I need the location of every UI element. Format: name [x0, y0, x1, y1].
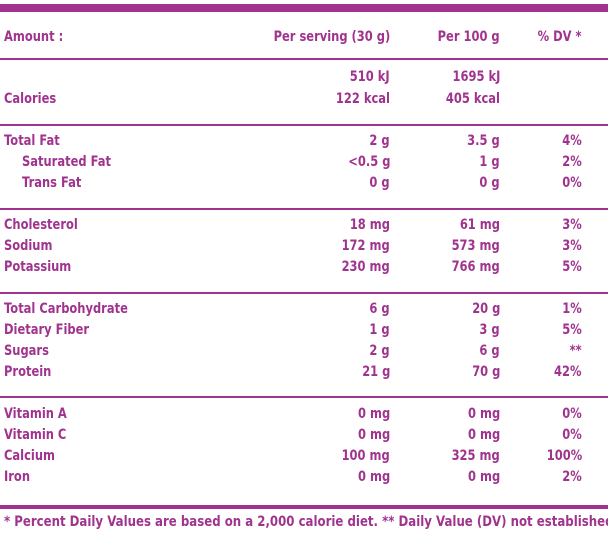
nutrient-row: Iron 0 mg 0 mg 2% [0, 467, 608, 488]
nutrient-label: Potassium [4, 259, 72, 275]
dv-value: 4% [562, 133, 582, 149]
dv-value: ** [569, 343, 582, 359]
dv-value: 3% [562, 217, 582, 233]
group-divider [0, 292, 608, 294]
nutrient-row: Vitamin A 0 mg 0 mg 0% [0, 404, 608, 425]
per-100g-value: 0 mg [467, 469, 500, 485]
per-serving-value: 6 g [369, 301, 390, 317]
per-100g-header: Per 100 g [437, 29, 500, 45]
calories-kcal-row: Calories 122 kcal 405 kcal [0, 89, 608, 110]
calories-serving-kj: 510 kJ [350, 69, 390, 85]
dv-value: 3% [562, 238, 582, 254]
nutrient-row: Saturated Fat <0.5 g 1 g 2% [0, 152, 608, 173]
nutrient-label: Trans Fat [22, 175, 82, 191]
dv-value: 2% [562, 469, 582, 485]
per-100g-value: 573 mg [451, 238, 500, 254]
nutrient-row: Protein 21 g 70 g 42% [0, 362, 608, 383]
nutrient-label: Calcium [4, 448, 55, 464]
per-serving-value: <0.5 g [347, 154, 390, 170]
per-100g-value: 766 mg [451, 259, 500, 275]
per-100g-value: 0 mg [467, 406, 500, 422]
per-serving-value: 0 mg [357, 427, 390, 443]
per-serving-value: 2 g [369, 343, 390, 359]
per-100g-value: 3 g [479, 322, 500, 338]
calories-kj-row: 510 kJ 1695 kJ [0, 67, 608, 88]
nutrient-row: Potassium 230 mg 766 mg 5% [0, 257, 608, 278]
nutrient-label: Sodium [4, 238, 53, 254]
nutrient-label: Vitamin C [4, 427, 67, 443]
per-serving-value: 230 mg [341, 259, 390, 275]
per-serving-value: 21 g [361, 364, 390, 380]
footnote: * Percent Daily Values are based on a 2,… [4, 514, 608, 530]
per-serving-value: 0 g [369, 175, 390, 191]
per-100g-value: 61 mg [459, 217, 500, 233]
per-serving-value: 100 mg [341, 448, 390, 464]
header-divider [0, 58, 608, 60]
per-100g-value: 70 g [471, 364, 500, 380]
per-100g-value: 325 mg [451, 448, 500, 464]
calories-per100-kj: 1695 kJ [452, 69, 500, 85]
nutrient-row: Vitamin C 0 mg 0 mg 0% [0, 425, 608, 446]
nutrient-label: Protein [4, 364, 52, 380]
header-row: Amount : Per serving (30 g) Per 100 g % … [0, 27, 608, 48]
per-serving-value: 0 mg [357, 406, 390, 422]
nutrient-row: Calcium 100 mg 325 mg 100% [0, 446, 608, 467]
per-100g-value: 20 g [471, 301, 500, 317]
per-serving-value: 2 g [369, 133, 390, 149]
group-divider [0, 208, 608, 210]
dv-value: 0% [562, 427, 582, 443]
nutrient-label: Dietary Fiber [4, 322, 90, 338]
per-100g-value: 1 g [479, 154, 500, 170]
nutrient-label: Total Carbohydrate [4, 301, 128, 317]
dv-value: 0% [562, 175, 582, 191]
per-serving-value: 172 mg [341, 238, 390, 254]
calories-label: Calories [4, 91, 57, 107]
nutrient-label: Saturated Fat [22, 154, 111, 170]
nutrient-label: Cholesterol [4, 217, 78, 233]
bottom-bar [0, 505, 608, 509]
nutrient-label: Sugars [4, 343, 49, 359]
amount-header: Amount : [4, 29, 64, 45]
per-serving-value: 18 mg [349, 217, 390, 233]
nutrient-row: Trans Fat 0 g 0 g 0% [0, 173, 608, 194]
nutrient-label: Iron [4, 469, 30, 485]
nutrient-row: Sodium 172 mg 573 mg 3% [0, 236, 608, 257]
nutrient-row: Total Carbohydrate 6 g 20 g 1% [0, 299, 608, 320]
per-serving-value: 1 g [369, 322, 390, 338]
dv-value: 5% [562, 259, 582, 275]
per-serving-value: 0 mg [357, 469, 390, 485]
dv-value: 1% [562, 301, 582, 317]
calories-per100-kcal: 405 kcal [445, 91, 500, 107]
nutrient-row: Cholesterol 18 mg 61 mg 3% [0, 215, 608, 236]
calories-serving-kcal: 122 kcal [335, 91, 390, 107]
per-100g-value: 6 g [479, 343, 500, 359]
top-bar [0, 4, 608, 12]
dv-value: 100% [546, 448, 582, 464]
nutrient-row: Sugars 2 g 6 g ** [0, 341, 608, 362]
per-serving-header: Per serving (30 g) [273, 29, 390, 45]
nutrient-label: Total Fat [4, 133, 60, 149]
per-100g-value: 0 mg [467, 427, 500, 443]
dv-header: % DV * [538, 29, 582, 45]
dv-value: 5% [562, 322, 582, 338]
group-divider [0, 124, 608, 126]
nutrient-row: Total Fat 2 g 3.5 g 4% [0, 131, 608, 152]
dv-value: 2% [562, 154, 582, 170]
dv-value: 0% [562, 406, 582, 422]
per-100g-value: 3.5 g [467, 133, 500, 149]
nutrient-label: Vitamin A [4, 406, 67, 422]
per-100g-value: 0 g [479, 175, 500, 191]
dv-value: 42% [554, 364, 582, 380]
group-divider [0, 396, 608, 398]
nutrient-row: Dietary Fiber 1 g 3 g 5% [0, 320, 608, 341]
